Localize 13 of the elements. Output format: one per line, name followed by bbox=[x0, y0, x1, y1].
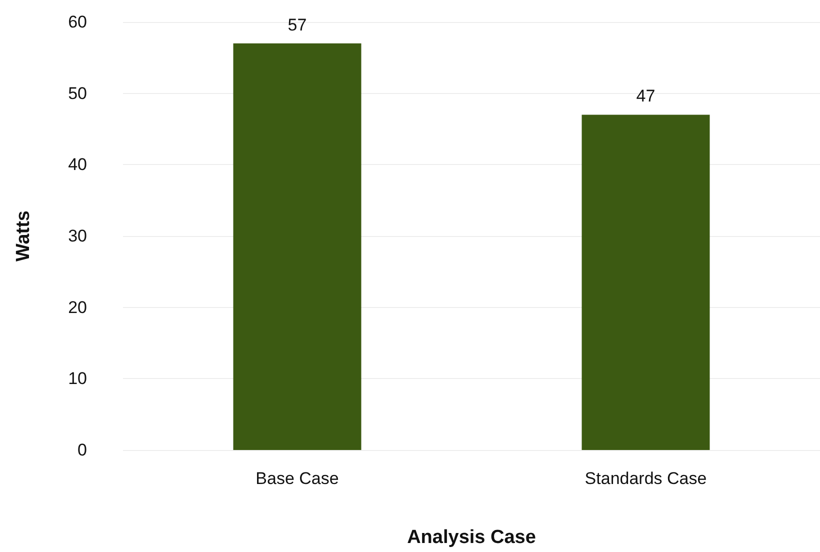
data-label: 57 bbox=[288, 15, 307, 34]
y-tick-label: 0 bbox=[78, 440, 87, 460]
y-tick-label: 30 bbox=[68, 226, 87, 246]
x-tick-label: Standards Case bbox=[584, 469, 707, 488]
y-tick-label: 20 bbox=[68, 298, 87, 317]
x-tick-label: Base Case bbox=[256, 469, 339, 488]
y-tick-label: 50 bbox=[68, 84, 87, 103]
y-axis-title: Watts bbox=[13, 210, 34, 262]
data-label: 47 bbox=[636, 86, 656, 106]
x-axis-title: Analysis Case bbox=[407, 527, 536, 548]
y-tick-label: 40 bbox=[68, 155, 87, 174]
y-tick-label: 60 bbox=[68, 12, 87, 32]
y-tick-label: 10 bbox=[68, 369, 87, 388]
